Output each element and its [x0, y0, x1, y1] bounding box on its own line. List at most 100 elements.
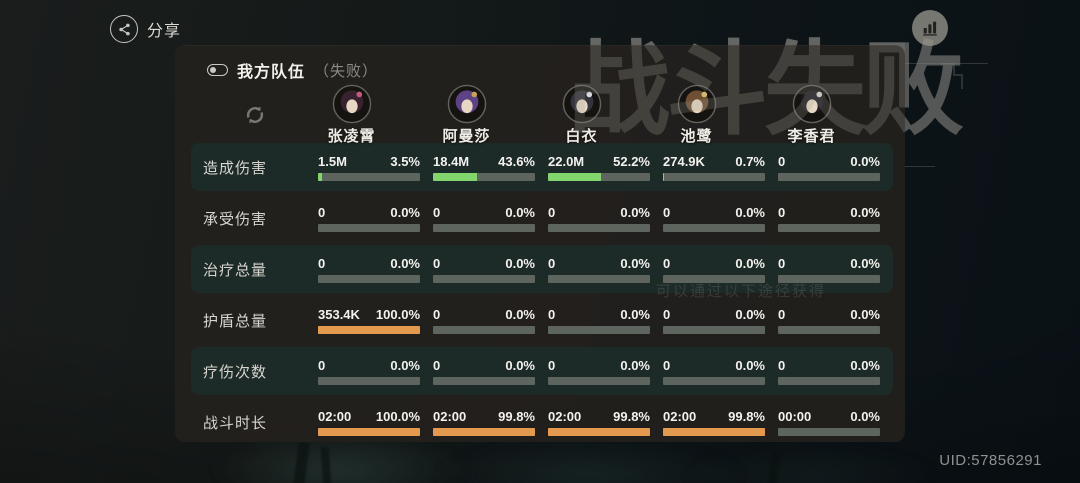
stat-value: 0 [663, 306, 671, 322]
stat-cell: 0 0.0% [433, 256, 535, 283]
stat-percent: 0.0% [850, 357, 880, 373]
character-portrait-icon [792, 84, 832, 124]
stat-value: 02:00 [433, 408, 467, 424]
stat-value: 0 [433, 306, 441, 322]
stat-bar [778, 376, 880, 385]
stat-percent: 0.0% [735, 255, 765, 271]
stat-value: 0 [778, 255, 786, 271]
stat-cell: 02:00 100.0% [318, 409, 420, 436]
stat-value: 02:00 [548, 408, 582, 424]
character-portrait-icon [332, 84, 372, 124]
stat-percent: 0.7% [735, 153, 765, 169]
stat-cell: 0 0.0% [778, 307, 880, 334]
stat-cell: 0 0.0% [778, 154, 880, 181]
stat-bar [433, 172, 535, 181]
stat-value: 02:00 [318, 408, 352, 424]
character-avatar[interactable]: 阿曼莎 [409, 84, 524, 146]
character-portrait-icon [447, 84, 487, 124]
stat-row-label: 护盾总量 [203, 312, 268, 330]
stat-value: 0 [433, 357, 441, 373]
stat-bar-fill [318, 325, 420, 334]
stat-bar [778, 325, 880, 334]
stat-bar [548, 325, 650, 334]
avatar-row: 张凌霄 阿曼莎 白衣 池鹭 李香君 [191, 84, 893, 145]
stat-bar [433, 223, 535, 232]
stat-value: 0 [548, 357, 556, 373]
stat-value: 0 [318, 204, 326, 220]
stat-row-label: 承受伤害 [203, 210, 268, 228]
stat-value: 0 [778, 357, 786, 373]
decor-line [903, 63, 988, 64]
stat-bar [663, 376, 765, 385]
stat-cell: 0 0.0% [433, 205, 535, 232]
character-avatar[interactable]: 池鹭 [639, 84, 754, 146]
stat-value: 0 [663, 204, 671, 220]
stat-cell: 02:00 99.8% [433, 409, 535, 436]
stat-row: 承受伤害 0 0.0% 0 0.0% 0 0.0% 0 0.0% 0 0.0% [191, 194, 893, 242]
stat-value: 02:00 [663, 408, 697, 424]
stat-value: 0 [318, 357, 326, 373]
stat-cell: 0 0.0% [548, 205, 650, 232]
stat-value: 0 [433, 255, 441, 271]
bar-chart-icon [921, 19, 939, 37]
stat-percent: 0.0% [505, 306, 535, 322]
panel-title: 我方队伍 [237, 64, 306, 81]
stat-percent: 0.0% [620, 204, 650, 220]
stat-bar-fill [548, 427, 650, 436]
stat-percent: 99.8% [498, 408, 535, 424]
stat-percent: 0.0% [620, 255, 650, 271]
stat-value: 0 [778, 306, 786, 322]
stat-cell: 18.4M 43.6% [433, 154, 535, 181]
stat-percent: 0.0% [390, 204, 420, 220]
stat-row: 治疗总量 0 0.0% 0 0.0% 0 0.0% 0 0.0% 0 0.0% [191, 245, 893, 293]
stat-bar-fill [663, 172, 664, 181]
stat-value: 1.5M [318, 153, 347, 169]
stat-percent: 0.0% [850, 255, 880, 271]
stat-cell: 0 0.0% [778, 205, 880, 232]
stat-bar [778, 223, 880, 232]
stat-percent: 0.0% [850, 306, 880, 322]
refresh-button[interactable] [240, 100, 270, 130]
stat-percent: 100.0% [375, 408, 420, 424]
stat-row: 护盾总量 353.4K 100.0% 0 0.0% 0 0.0% 0 0.0% 0 0.0% [191, 296, 893, 344]
stat-row-label: 战斗时长 [203, 414, 268, 432]
character-avatar[interactable]: 李香君 [754, 84, 869, 146]
stat-bar [778, 172, 880, 181]
share-button[interactable]: 分享 [110, 15, 181, 43]
character-name: 张凌霄 [327, 128, 376, 145]
character-avatar[interactable]: 张凌霄 [294, 84, 409, 146]
stat-bar [663, 172, 765, 181]
character-avatar[interactable]: 白衣 [524, 84, 639, 146]
share-icon [110, 15, 138, 43]
decor-line [903, 166, 935, 167]
stat-bar [433, 274, 535, 283]
stat-bar [548, 376, 650, 385]
stat-cell: 1.5M 3.5% [318, 154, 420, 181]
stat-bar [663, 427, 765, 436]
stat-value: 274.9K [663, 153, 705, 169]
stat-percent: 0.0% [735, 306, 765, 322]
stat-row-label: 造成伤害 [203, 159, 268, 177]
stat-cell: 0 0.0% [778, 358, 880, 385]
stat-percent: 99.8% [728, 408, 765, 424]
stat-row-label: 疗伤次数 [203, 363, 268, 381]
stat-cell: 0 0.0% [318, 358, 420, 385]
stat-value: 0 [548, 204, 556, 220]
stat-bar [433, 427, 535, 436]
stat-value: 0 [778, 204, 786, 220]
stat-cell: 0 0.0% [548, 358, 650, 385]
stat-row: 造成伤害 1.5M 3.5% 18.4M 43.6% 22.0M 52.2% 274.9K 0.… [191, 143, 893, 191]
stat-cell: 0 0.0% [663, 358, 765, 385]
stat-bar-fill [318, 172, 322, 181]
stat-cell: 0 0.0% [548, 256, 650, 283]
stat-cell: 0 0.0% [663, 256, 765, 283]
stat-bar [318, 376, 420, 385]
stats-chart-button[interactable] [912, 10, 948, 46]
stat-cell: 274.9K 0.7% [663, 154, 765, 181]
stat-percent: 0.0% [735, 204, 765, 220]
stat-bar [318, 172, 420, 181]
stat-percent: 0.0% [505, 357, 535, 373]
stat-value: 0 [778, 153, 786, 169]
team-toggle-icon[interactable] [207, 64, 228, 76]
decor-bracket [941, 63, 963, 89]
